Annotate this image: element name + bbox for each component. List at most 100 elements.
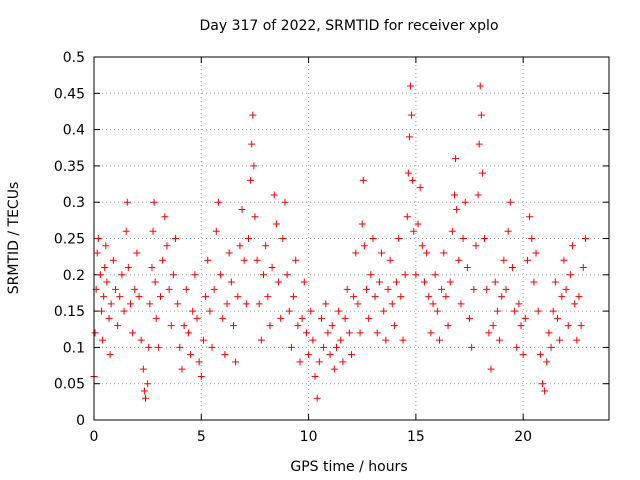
- data-point: [163, 242, 171, 250]
- data-point: [470, 285, 478, 293]
- data-point: [431, 271, 439, 279]
- x-tick-label: 20: [514, 429, 532, 445]
- data-point: [371, 293, 379, 301]
- data-point: [412, 271, 420, 279]
- data-point: [214, 198, 222, 206]
- data-point: [511, 307, 519, 315]
- data-point: [148, 264, 156, 272]
- data-point: [217, 271, 225, 279]
- data-point: [225, 249, 233, 257]
- data-point: [461, 198, 469, 206]
- data-point: [154, 343, 162, 351]
- data-point: [382, 336, 390, 344]
- data-point: [541, 387, 549, 395]
- data-point: [145, 343, 153, 351]
- plot-frame: [93, 56, 610, 421]
- data-point: [197, 372, 205, 380]
- data-point: [189, 307, 197, 315]
- data-point: [515, 300, 523, 308]
- data-point: [257, 336, 265, 344]
- data-point: [549, 307, 557, 315]
- data-point: [455, 256, 463, 264]
- data-point: [302, 329, 310, 337]
- data-point: [227, 278, 235, 286]
- data-point: [425, 293, 433, 301]
- data-point: [554, 314, 561, 322]
- data-point: [96, 271, 104, 279]
- y-tick-label: 0.4: [63, 123, 85, 139]
- data-point: [178, 365, 186, 373]
- data-point: [564, 322, 572, 330]
- data-point: [174, 300, 182, 308]
- data-point: [93, 249, 101, 257]
- data-point: [579, 264, 587, 272]
- data-point: [124, 264, 132, 272]
- data-point: [427, 329, 435, 337]
- data-point: [528, 235, 536, 242]
- data-point: [466, 314, 474, 322]
- data-point: [571, 300, 579, 308]
- data-point: [521, 314, 529, 322]
- data-point: [103, 278, 111, 286]
- data-point: [343, 285, 351, 293]
- data-point: [182, 285, 190, 293]
- data-point: [236, 242, 244, 250]
- data-point: [294, 322, 302, 330]
- data-point: [210, 285, 218, 293]
- data-point: [489, 322, 497, 330]
- data-point: [251, 213, 259, 221]
- data-point: [275, 278, 283, 286]
- data-point: [281, 198, 289, 206]
- data-point: [122, 227, 130, 235]
- y-tick-label: 0.05: [54, 377, 85, 393]
- data-point: [223, 300, 231, 308]
- data-point: [311, 372, 319, 380]
- x-tick-label: 10: [300, 429, 318, 445]
- data-point: [339, 358, 347, 366]
- data-point: [292, 256, 300, 264]
- data-point: [341, 314, 349, 322]
- data-point: [204, 256, 212, 264]
- data-point: [517, 322, 525, 330]
- data-point: [219, 314, 227, 322]
- data-point: [91, 329, 99, 337]
- data-point: [408, 111, 416, 119]
- data-point: [150, 198, 158, 206]
- data-point: [395, 235, 403, 242]
- data-point: [146, 300, 154, 308]
- data-point: [332, 343, 340, 351]
- data-point: [305, 351, 313, 359]
- y-tick-label: 0.25: [54, 232, 85, 248]
- data-point: [283, 271, 291, 279]
- data-point: [530, 278, 538, 286]
- data-point: [187, 351, 195, 359]
- data-point: [184, 329, 192, 337]
- data-point: [359, 176, 367, 184]
- data-point: [405, 133, 413, 141]
- chart-title: Day 317 of 2022, SRMTID for receiver xpl…: [199, 18, 498, 34]
- data-point: [277, 314, 285, 322]
- data-point: [365, 314, 373, 322]
- data-point: [352, 249, 360, 257]
- data-point: [307, 307, 315, 315]
- data-point: [446, 278, 454, 286]
- data-point: [475, 140, 483, 148]
- data-point: [144, 380, 152, 388]
- data-point: [453, 205, 461, 213]
- data-point: [137, 336, 145, 344]
- y-tick-label: 0.35: [54, 159, 85, 175]
- data-point: [491, 278, 499, 286]
- data-point: [444, 322, 452, 330]
- data-point: [193, 314, 201, 322]
- data-point: [433, 307, 441, 315]
- data-point: [429, 300, 437, 308]
- data-point: [199, 336, 207, 344]
- data-point: [221, 351, 229, 359]
- data-point: [496, 336, 504, 344]
- data-point: [326, 351, 334, 359]
- data-point: [476, 82, 484, 90]
- data-point: [105, 314, 113, 322]
- data-point: [532, 249, 540, 257]
- data-point: [285, 307, 293, 315]
- data-point: [268, 264, 276, 272]
